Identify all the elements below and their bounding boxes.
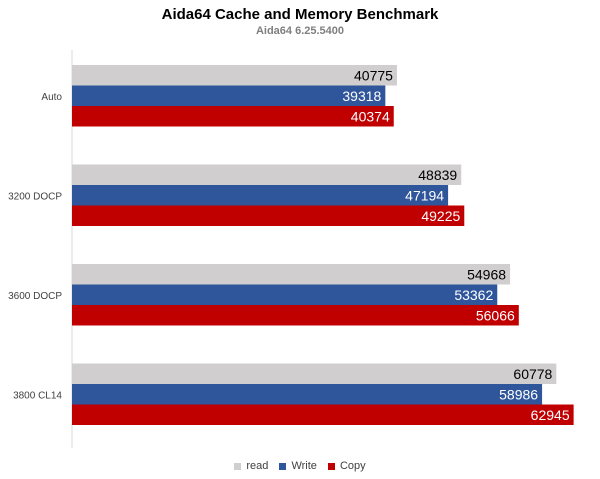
legend-swatch-read	[234, 462, 242, 470]
legend-label-copy: Copy	[339, 460, 366, 472]
bar-write	[72, 284, 498, 305]
bar-read	[72, 264, 511, 285]
legend-label-write: Write	[291, 460, 317, 472]
data-label-copy: 49225	[421, 208, 460, 224]
data-label-write: 39318	[342, 88, 381, 104]
data-label-read: 48839	[418, 167, 457, 183]
bar-read	[72, 65, 397, 86]
data-label-copy: 62945	[531, 407, 570, 423]
category-label: 3800 CL14	[13, 390, 62, 401]
chart-title: Aida64 Cache and Memory Benchmark	[161, 6, 439, 23]
bar-read	[72, 363, 557, 384]
bar-copy	[72, 205, 465, 226]
legend-label-read: read	[246, 460, 269, 472]
data-label-copy: 56066	[476, 307, 515, 323]
bar-copy	[72, 404, 574, 425]
bar-write	[72, 85, 386, 106]
data-label-write: 58986	[499, 386, 538, 402]
bar-write	[72, 185, 449, 206]
bar-copy	[72, 305, 519, 326]
data-label-read: 54968	[467, 266, 506, 282]
legend: read Write Copy	[0, 460, 600, 473]
data-label-write: 47194	[405, 187, 444, 203]
data-label-read: 60778	[513, 366, 552, 382]
legend-item-write: Write	[279, 460, 317, 472]
bar-write	[72, 384, 543, 405]
bar-read	[72, 164, 462, 185]
legend-item-read: read	[234, 460, 268, 472]
legend-item-copy: Copy	[327, 460, 366, 472]
chart-subtitle: Aida64 6.25.5400	[255, 25, 345, 37]
data-label-copy: 40374	[351, 108, 390, 124]
legend-swatch-write	[279, 462, 287, 470]
data-label-read: 40775	[354, 67, 393, 83]
category-label: Auto	[41, 92, 62, 103]
bar-copy	[72, 106, 394, 127]
category-label: 3600 DOCP	[8, 291, 62, 302]
category-label: 3200 DOCP	[8, 191, 62, 202]
legend-swatch-copy	[327, 462, 335, 470]
data-label-write: 53362	[454, 287, 493, 303]
